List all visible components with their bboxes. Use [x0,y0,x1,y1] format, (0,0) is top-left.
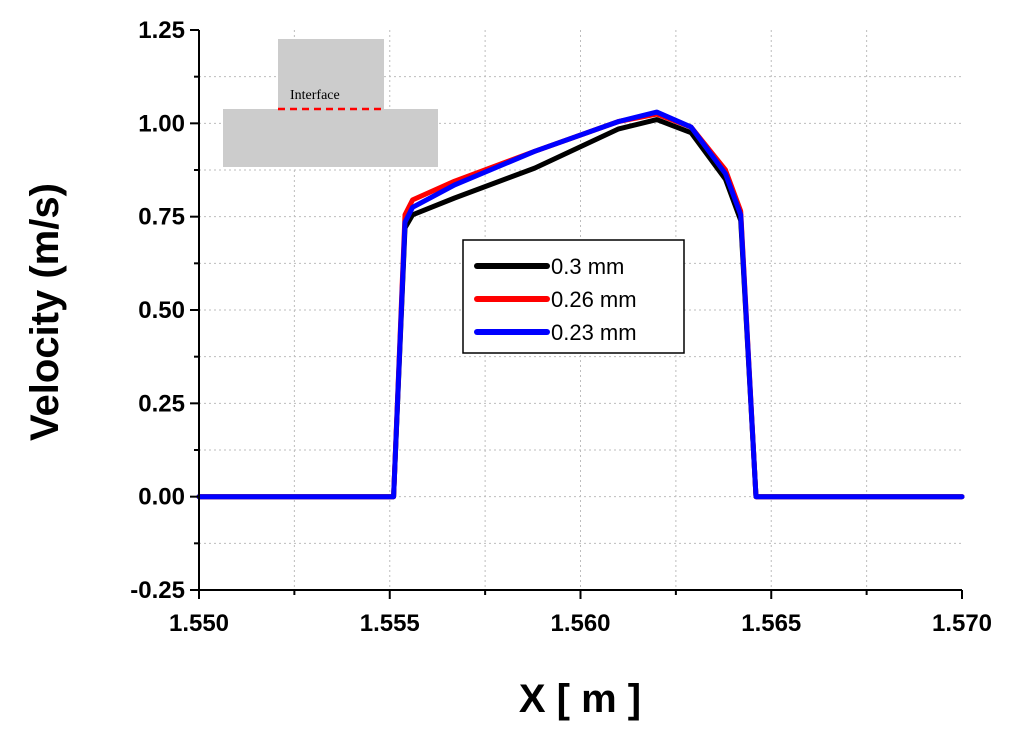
legend: 0.3 mm 0.26 mm 0.23 mm [462,239,685,354]
x-tick-label: 1.550 [169,610,229,637]
legend-label-0: 0.3 mm [551,254,624,279]
y-tick-label: 0.25 [138,390,185,417]
legend-label-2: 0.23 mm [551,320,637,345]
inset-upper-block [278,39,384,109]
x-tick-label: 1.565 [741,610,801,637]
series-line-2 [196,109,965,500]
x-tick-label: 1.570 [932,610,992,637]
y-tick-label: -0.25 [130,577,185,604]
y-tick-label: 0.50 [138,297,185,324]
x-tick-label: 1.555 [360,610,420,637]
x-axis-title: X [ m ] [519,677,641,721]
axes: 1.550 1.555 1.560 1.565 1.570 -0.25 0.00 0.25 0.… [130,17,992,637]
y-tick-label: 1.00 [138,110,185,137]
x-tick-label: 1.560 [550,610,610,637]
inset-label: Interface [290,88,340,103]
inset-lower-block [223,109,438,167]
series-lines [196,109,965,500]
legend-label-1: 0.26 mm [551,287,637,312]
interface-inset: Interface [223,39,438,167]
y-tick-label: 0.75 [138,204,185,231]
y-tick-label: 1.25 [138,17,185,44]
y-tick-label: 0.00 [138,484,185,511]
y-axis-title: Velocity (m/s) [23,183,67,441]
